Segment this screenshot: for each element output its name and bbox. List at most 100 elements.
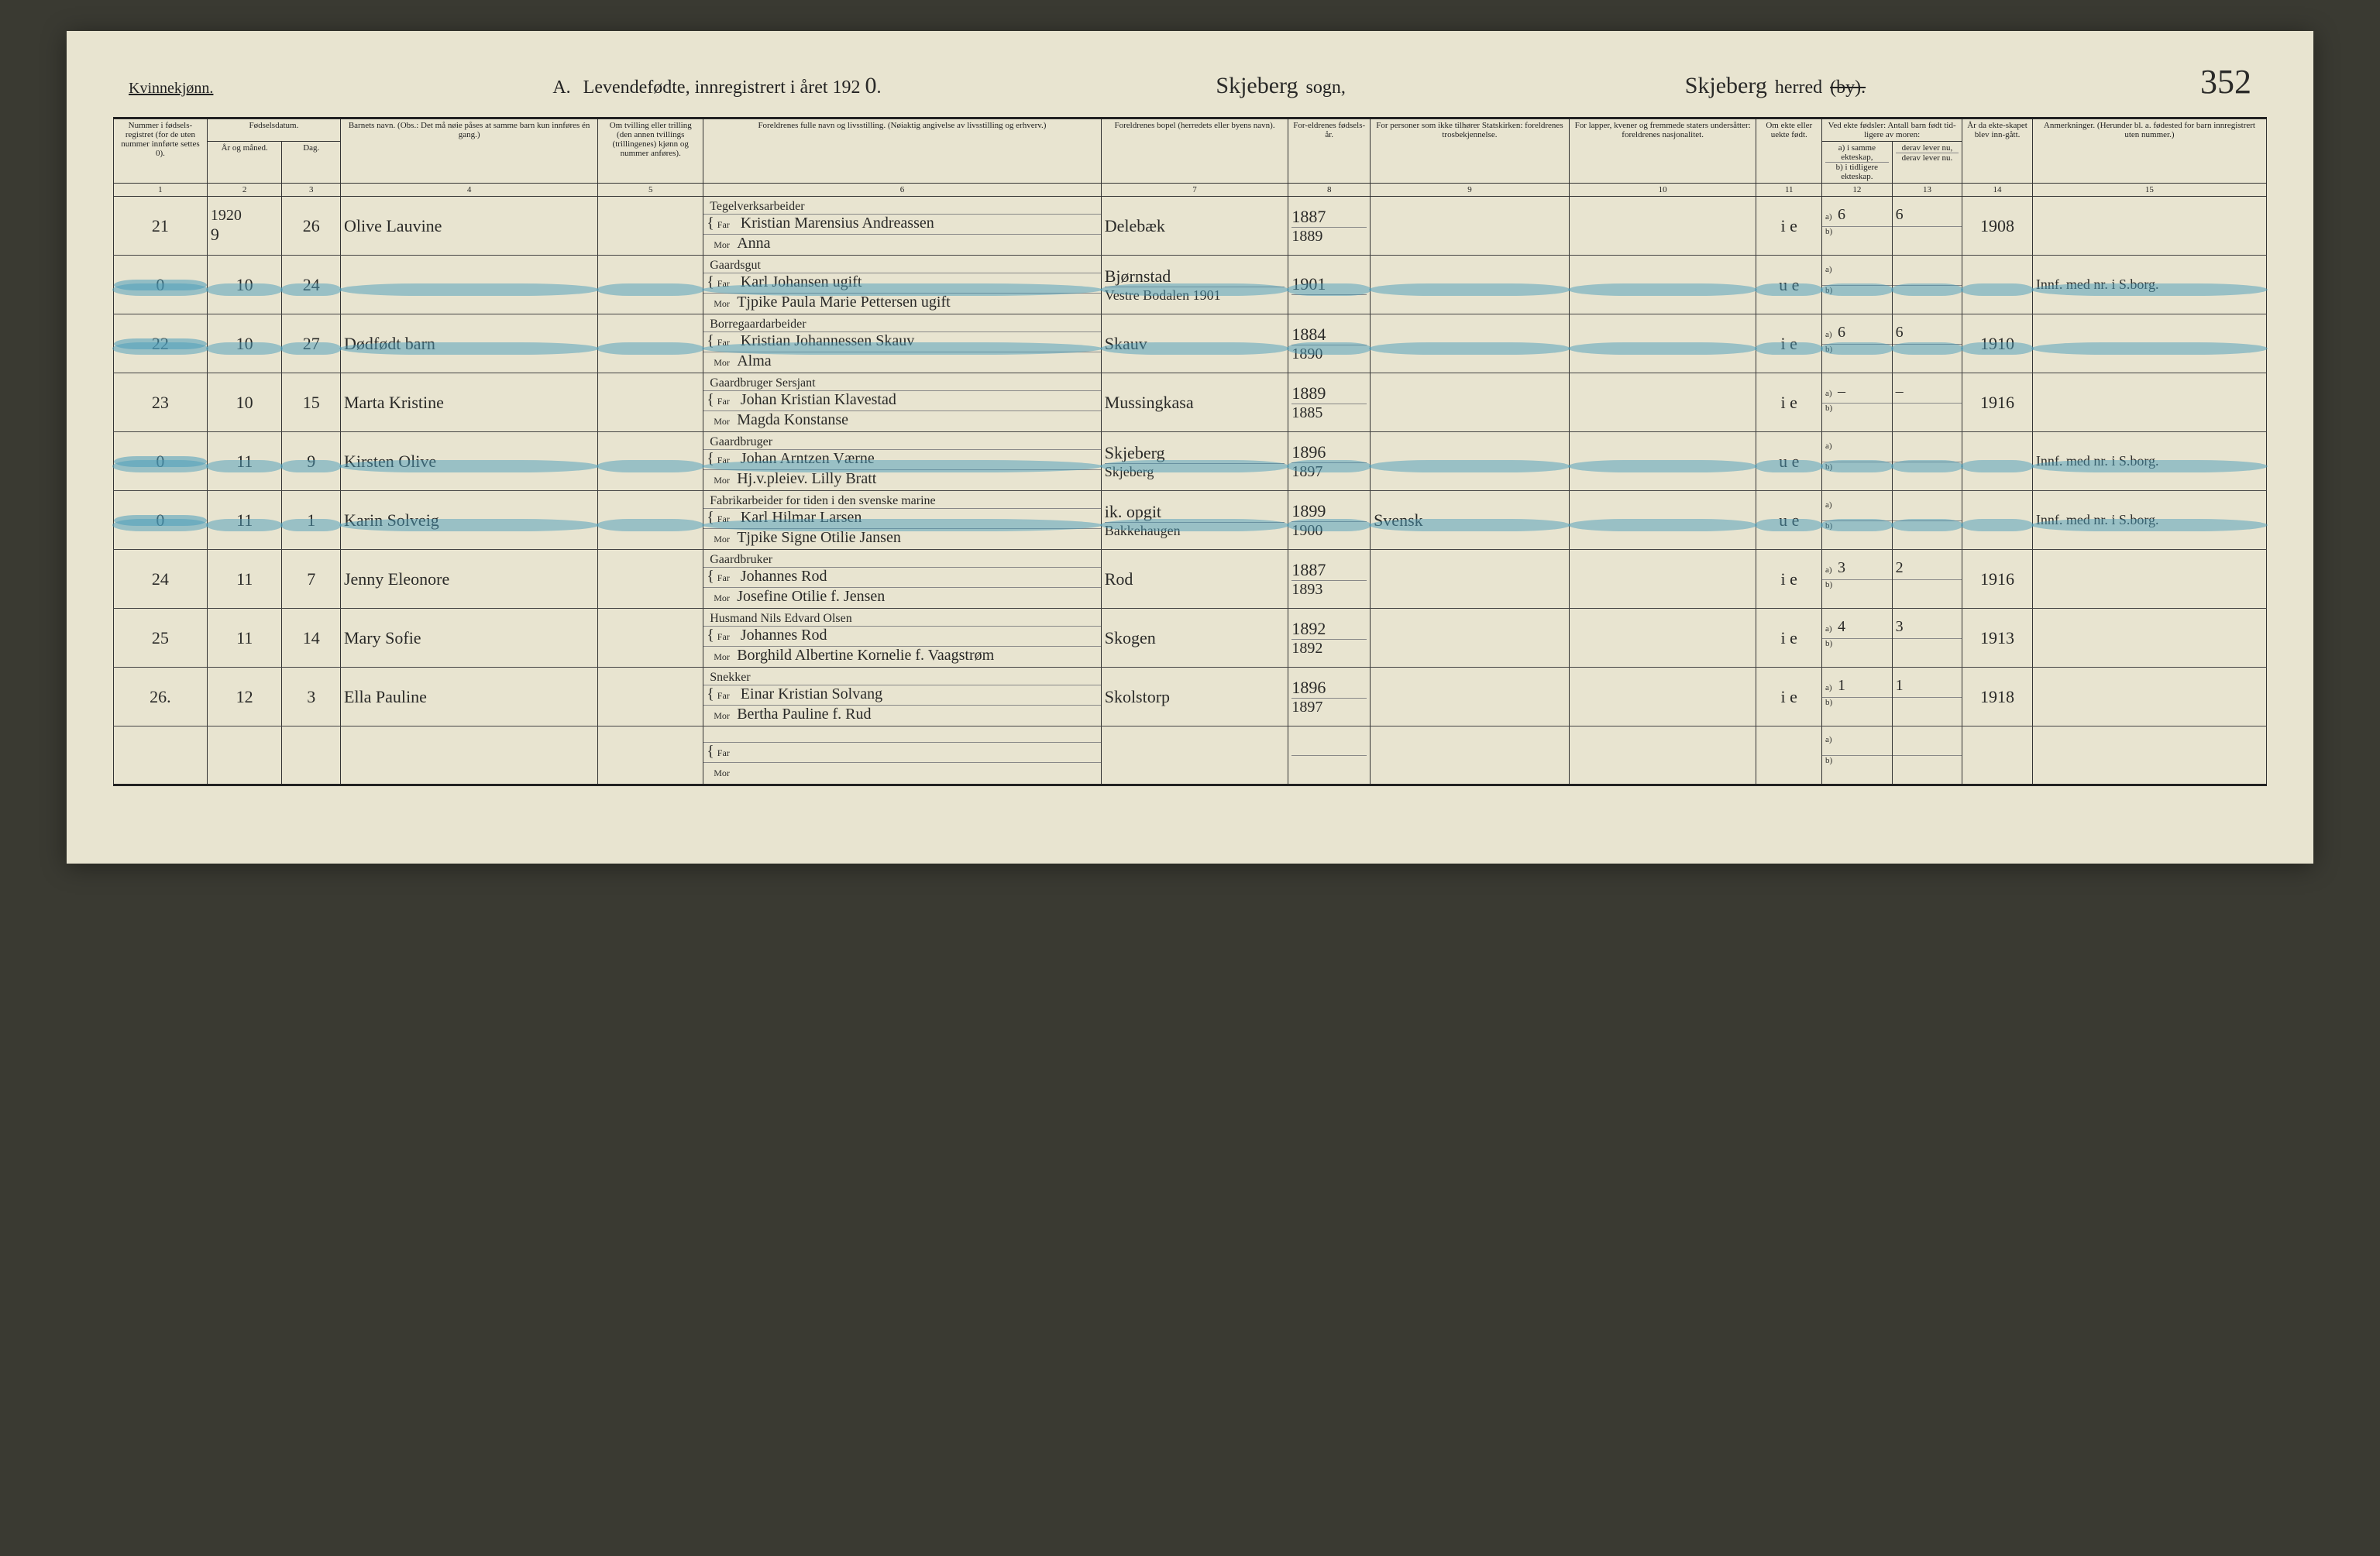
twin-cell bbox=[598, 609, 703, 668]
blue-crayon-stroke-segment bbox=[597, 519, 704, 531]
marriage-year: 1910 bbox=[1962, 314, 2033, 373]
day-cell: 15 bbox=[282, 373, 341, 432]
mother-year: 1892 bbox=[1291, 639, 1367, 658]
parents-birth-year: 1889 1885 bbox=[1288, 373, 1371, 432]
col-header: For-eldrenes fødsels-år. bbox=[1288, 119, 1371, 184]
legitimacy-cell bbox=[1756, 726, 1822, 785]
residence: Skauv bbox=[1105, 334, 1147, 353]
religion-cell bbox=[1371, 550, 1570, 609]
blue-crayon-stroke bbox=[114, 515, 207, 526]
sogn-block: Skjeberg sogn, bbox=[1216, 73, 1350, 99]
residence-cell: Skauv bbox=[1101, 314, 1288, 373]
mother-year: 1889 bbox=[1291, 227, 1367, 246]
day-cell: 1 bbox=[282, 491, 341, 550]
col-header: Barnets navn. (Obs.: Det må nøie påses a… bbox=[340, 119, 597, 184]
legitimacy-cell: i e bbox=[1756, 197, 1822, 256]
blue-crayon-stroke-segment bbox=[112, 342, 208, 355]
entry-number: 21 bbox=[114, 197, 208, 256]
table-row: 0119Kirsten Olive Gaardbruger {FarJohan … bbox=[114, 432, 2267, 491]
mother-year bbox=[1291, 294, 1367, 295]
mother-year: 1885 bbox=[1291, 404, 1367, 422]
by-struck: (by). bbox=[1830, 77, 1866, 98]
far-label: Far bbox=[717, 690, 741, 702]
mother-name: Anna bbox=[737, 235, 1098, 252]
blue-crayon-stroke-segment bbox=[1369, 460, 1570, 472]
mor-label: Mor bbox=[714, 710, 737, 722]
colnum: 11 bbox=[1756, 184, 1822, 197]
remarks-cell bbox=[2032, 373, 2266, 432]
residence-2: Skjeberg bbox=[1105, 463, 1285, 480]
blue-crayon-stroke-segment bbox=[1755, 519, 1823, 531]
child-name: Karin Solveig bbox=[340, 491, 597, 550]
parents-cell: {Far Mor bbox=[703, 726, 1102, 785]
blue-crayon-stroke-segment bbox=[1961, 519, 2034, 531]
father-name: Johannes Rod bbox=[741, 568, 1098, 586]
occupation: Tegelverksarbeider bbox=[703, 198, 1101, 214]
prior-children-living bbox=[1892, 432, 1962, 491]
parents-birth-year: 1901 bbox=[1288, 256, 1371, 314]
parents-birth-year: 1896 1897 bbox=[1288, 668, 1371, 726]
remarks-cell: Innf. med nr. i S.borg. bbox=[2032, 256, 2266, 314]
col-header: Fødselsdatum. bbox=[207, 119, 340, 142]
parents-birth-year: 1892 1892 bbox=[1288, 609, 1371, 668]
mother-year bbox=[1291, 755, 1367, 756]
child-name: Olive Lauvine bbox=[340, 197, 597, 256]
blue-crayon-stroke-segment bbox=[112, 460, 208, 472]
child-name: Dødfødt barn bbox=[340, 314, 597, 373]
occupation: Husmand Nils Edvard Olsen bbox=[703, 610, 1101, 626]
residence-cell: Rod bbox=[1101, 550, 1288, 609]
far-label: Far bbox=[717, 278, 741, 290]
herred-hand: Skjeberg bbox=[1685, 73, 1767, 98]
prior-children-same: a)– b) bbox=[1822, 373, 1893, 432]
month-cell: 11 bbox=[207, 550, 282, 609]
table-row: 0111Karin Solveig Fabrikarbeider for tid… bbox=[114, 491, 2267, 550]
blue-crayon-stroke-segment bbox=[112, 519, 208, 531]
marriage-year: 1918 bbox=[1962, 668, 2033, 726]
religion-cell: Svensk bbox=[1371, 491, 1570, 550]
month-cell: 10 bbox=[207, 256, 282, 314]
far-label: Far bbox=[717, 572, 741, 584]
prior-children-living: 6 bbox=[1892, 197, 1962, 256]
blue-crayon-stroke-segment bbox=[206, 519, 284, 531]
mother-name: Tjpike Paula Marie Pettersen ugift bbox=[737, 294, 1098, 311]
blue-crayon-stroke-segment bbox=[2031, 283, 2268, 296]
legitimacy-cell: i e bbox=[1756, 550, 1822, 609]
mother-year: 1893 bbox=[1291, 580, 1367, 599]
blue-crayon-stroke-segment bbox=[2031, 342, 2268, 355]
legitimacy-cell: u e bbox=[1756, 256, 1822, 314]
occupation: Fabrikarbeider for tiden i den svenske m… bbox=[703, 493, 1101, 508]
colnum: 2 bbox=[207, 184, 282, 197]
blue-crayon-stroke-segment bbox=[2031, 460, 2268, 472]
prior-children-same: a) b) bbox=[1822, 491, 1893, 550]
mor-label: Mor bbox=[714, 593, 737, 604]
colnum: 7 bbox=[1101, 184, 1288, 197]
prior-children-same: a)4 b) bbox=[1822, 609, 1893, 668]
nationality-cell bbox=[1569, 373, 1756, 432]
parents-cell: Gaardbruger Sersjant {FarJohan Kristian … bbox=[703, 373, 1102, 432]
col-header: a) i samme ekteskap, b) i tidligere ekte… bbox=[1822, 142, 1893, 184]
twin-cell bbox=[598, 726, 703, 785]
occupation: Gaardsgut bbox=[703, 257, 1101, 273]
table-row: 251114Mary Sofie Husmand Nils Edvard Ols… bbox=[114, 609, 2267, 668]
residence: ik. opgit bbox=[1105, 502, 1161, 521]
table-body: 211920926Olive Lauvine Tegelverksarbeide… bbox=[114, 197, 2267, 785]
prior-children-same: a)6 b) bbox=[1822, 314, 1893, 373]
marriage-year: 1908 bbox=[1962, 197, 2033, 256]
table-row: 211920926Olive Lauvine Tegelverksarbeide… bbox=[114, 197, 2267, 256]
blue-crayon-stroke-segment bbox=[2031, 519, 2268, 531]
blue-crayon-stroke-segment bbox=[1568, 519, 1758, 531]
table-row: 231015Marta Kristine Gaardbruger Sersjan… bbox=[114, 373, 2267, 432]
occupation bbox=[703, 728, 1101, 742]
child-name: Mary Sofie bbox=[340, 609, 597, 668]
prior-children-living: 1 bbox=[1892, 668, 1962, 726]
col13-b: derav lever nu. bbox=[1896, 153, 1959, 163]
father-year: 1892 bbox=[1291, 619, 1326, 638]
blue-crayon-stroke-segment bbox=[1568, 283, 1758, 296]
entry-number: 22 bbox=[114, 314, 208, 373]
far-label: Far bbox=[717, 747, 741, 759]
remarks-cell bbox=[2032, 668, 2266, 726]
legitimacy-cell: i e bbox=[1756, 314, 1822, 373]
colnum: 6 bbox=[703, 184, 1102, 197]
child-name bbox=[340, 726, 597, 785]
father-name: Johan Arntzen Værne bbox=[741, 450, 1098, 468]
